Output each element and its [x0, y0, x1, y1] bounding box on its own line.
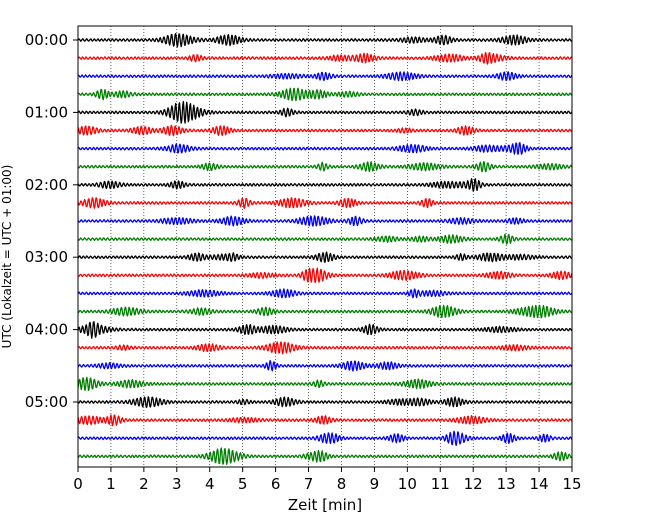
- y-tick-label: 02:00: [25, 176, 68, 194]
- x-tick-label: 11: [431, 475, 450, 493]
- y-tick-label: 00:00: [25, 31, 68, 49]
- trace-line: [77, 267, 573, 284]
- x-tick-label: 4: [205, 475, 215, 493]
- trace-line: [77, 215, 573, 227]
- trace-line: [77, 124, 573, 137]
- trace-line: [77, 71, 573, 82]
- trace-line: [77, 33, 573, 48]
- trace-line: [77, 447, 573, 466]
- trace-line: [77, 430, 573, 447]
- y-tick-label: 01:00: [25, 103, 68, 121]
- trace-line: [77, 161, 573, 173]
- trace-line: [77, 178, 573, 192]
- x-tick-label: 7: [304, 475, 314, 493]
- x-tick-label: 9: [370, 475, 380, 493]
- trace-line: [77, 87, 573, 102]
- trace-line: [77, 251, 573, 264]
- trace-line: [77, 100, 573, 124]
- x-axis-label: Zeit [min]: [288, 496, 362, 514]
- plot-frame: [77, 25, 573, 468]
- y-tick-label: 04:00: [25, 321, 68, 339]
- trace-line: [77, 396, 573, 409]
- x-tick-label: 15: [562, 475, 581, 493]
- seismic-traces: [77, 33, 573, 466]
- x-tick-label: 5: [238, 475, 248, 493]
- y-tick-label: 03:00: [25, 248, 68, 266]
- trace-line: [77, 359, 573, 372]
- x-tick-label: 3: [172, 475, 182, 493]
- x-tick-label: 1: [106, 475, 116, 493]
- x-tick-label: 0: [73, 475, 83, 493]
- x-tick-label: 2: [139, 475, 149, 493]
- trace-line: [77, 304, 573, 319]
- x-tick-label: 10: [398, 475, 417, 493]
- trace-line: [77, 142, 573, 155]
- trace-line: [77, 321, 573, 339]
- y-axis-label: UTC (Lokalzeit = UTC + 01:00): [0, 165, 14, 349]
- y-tick-label: 05:00: [25, 393, 68, 411]
- x-tick-label: 12: [464, 475, 483, 493]
- trace-line: [77, 233, 573, 245]
- trace-line: [77, 288, 573, 299]
- trace-line: [77, 341, 573, 355]
- x-tick-label: 14: [530, 475, 549, 493]
- y-axis-ticks: 00:00 01:00 02:00 03:00 04:00 05:00: [25, 31, 78, 411]
- trace-line: [77, 51, 573, 65]
- trace-line: [77, 197, 573, 209]
- trace-line: [77, 376, 573, 391]
- x-tick-label: 8: [337, 475, 347, 493]
- x-tick-label: 6: [271, 475, 281, 493]
- x-tick-label: 13: [497, 475, 516, 493]
- trace-line: [77, 414, 573, 427]
- x-axis-ticks: 0 1 2 3 4 5 6 7 8 9 10 11 12 13 14 15: [73, 467, 582, 493]
